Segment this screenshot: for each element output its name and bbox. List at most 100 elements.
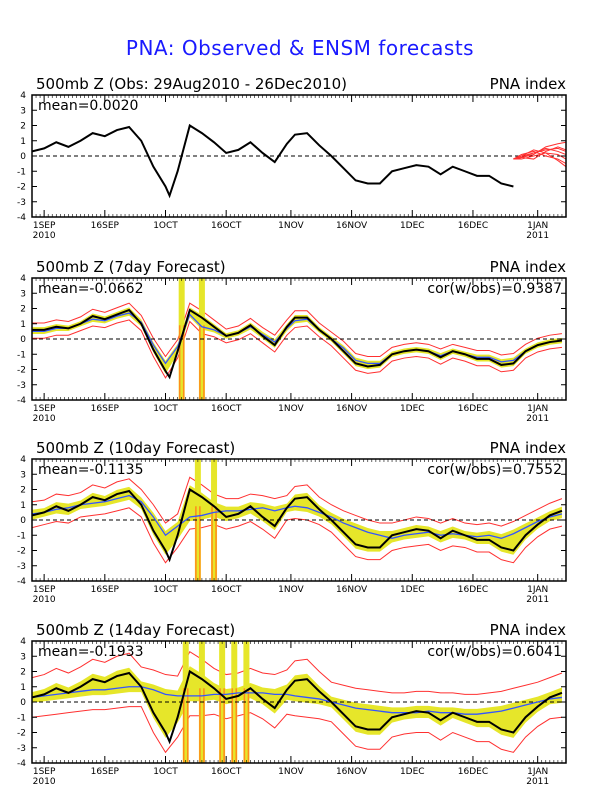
x-tick-label: 16NOV xyxy=(336,585,368,595)
x-tick-label: 1SEP xyxy=(33,767,56,777)
x-tick-label: 16OCT xyxy=(211,767,242,777)
x-tick-sublabel: 2010 xyxy=(33,414,56,424)
missing-spike-fill xyxy=(182,641,189,763)
y-tick-label: 1 xyxy=(20,501,26,511)
mean-label: mean=0.0020 xyxy=(38,98,138,114)
x-tick-label: 1SEP xyxy=(33,585,56,595)
y-tick-label: -4 xyxy=(17,577,26,587)
x-tick-label: 1DEC xyxy=(400,585,425,595)
x-tick-label: 1JAN xyxy=(527,585,548,595)
x-tick-label: 16DEC xyxy=(458,221,488,231)
ensemble-max-line xyxy=(32,302,563,358)
panel-title-left: 500mb Z (14day Forecast) xyxy=(36,621,235,639)
panel-title-left: 500mb Z (Obs: 29Aug2010 - 26Dec2010) xyxy=(36,75,347,93)
correlation-label: cor(w/obs)=0.9387 xyxy=(427,281,562,297)
panel-2: 500mb Z (10day Forecast) PNA index -4 -3 -2 -… xyxy=(17,439,567,605)
observed-line xyxy=(32,308,563,380)
y-tick-label: 2 xyxy=(20,122,26,132)
x-tick-label: 1SEP xyxy=(33,221,56,231)
missing-spike-fill xyxy=(194,459,201,581)
x-tick-label: 1DEC xyxy=(400,221,425,231)
y-tick-label: -4 xyxy=(17,396,26,406)
correlation-label: cor(w/obs)=0.7552 xyxy=(427,462,562,478)
y-tick-label: -3 xyxy=(17,198,26,208)
x-tick-label: 1OCT xyxy=(153,404,178,414)
y-tick-label: -3 xyxy=(17,381,26,391)
y-tick-label: -1 xyxy=(17,167,26,177)
panel-title-right: PNA index xyxy=(490,258,566,276)
plot-area xyxy=(32,459,566,581)
missing-spike-fill xyxy=(243,641,250,763)
y-tick-label: -4 xyxy=(17,213,26,223)
ensemble-mean-line xyxy=(32,494,563,539)
missing-spike-fill xyxy=(231,641,238,763)
figure-title: PNA: Observed & ENSM forecasts xyxy=(125,36,475,60)
plot-area xyxy=(32,278,566,400)
x-tick-label: 16SEP xyxy=(91,585,120,595)
x-tick-label: 1JAN xyxy=(527,404,548,414)
x-tick-label: 1OCT xyxy=(153,585,178,595)
x-tick-label: 1OCT xyxy=(153,767,178,777)
correlation-label: cor(w/obs)=0.6041 xyxy=(427,644,562,660)
x-tick-sublabel: 2010 xyxy=(33,777,56,787)
y-tick-label: 4 xyxy=(20,274,26,284)
mean-label: mean=-0.1135 xyxy=(38,462,143,478)
panel-title-right: PNA index xyxy=(490,75,566,93)
x-tick-label: 1NOV xyxy=(278,404,304,414)
y-tick-label: -1 xyxy=(17,350,26,360)
forecast-member-line xyxy=(513,149,566,168)
x-tick-label: 16OCT xyxy=(211,404,242,414)
ensemble-mean-line xyxy=(32,686,563,715)
x-tick-label: 1DEC xyxy=(400,767,425,777)
y-tick-label: -2 xyxy=(17,183,26,193)
x-tick-sublabel: 2011 xyxy=(526,595,549,605)
y-tick-label: -2 xyxy=(17,547,26,557)
forecast-member-line xyxy=(513,147,566,160)
y-tick-label: 4 xyxy=(20,91,26,101)
x-tick-label: 1NOV xyxy=(278,221,304,231)
y-tick-label: 3 xyxy=(20,106,26,116)
ensemble-max-line xyxy=(32,476,563,527)
x-tick-label: 1DEC xyxy=(400,404,425,414)
y-tick-label: 2 xyxy=(20,486,26,496)
y-tick-label: 4 xyxy=(20,455,26,465)
x-tick-sublabel: 2011 xyxy=(526,231,549,241)
x-tick-label: 16DEC xyxy=(458,767,488,777)
x-tick-label: 16DEC xyxy=(458,585,488,595)
y-tick-label: -1 xyxy=(17,531,26,541)
spread-band xyxy=(32,666,562,738)
x-tick-sublabel: 2010 xyxy=(33,595,56,605)
plot-area xyxy=(32,123,566,199)
y-tick-label: 0 xyxy=(20,698,26,708)
ensemble-min-line xyxy=(32,319,563,379)
y-tick-label: -1 xyxy=(17,713,26,723)
y-tick-label: 0 xyxy=(20,516,26,526)
x-tick-label: 16SEP xyxy=(91,767,120,777)
x-tick-label: 1OCT xyxy=(153,221,178,231)
y-tick-label: 0 xyxy=(20,335,26,345)
y-tick-label: 3 xyxy=(20,652,26,662)
panel-3: 500mb Z (14day Forecast) PNA index -4 -3 -2 -… xyxy=(17,621,567,787)
x-tick-label: 1NOV xyxy=(278,585,304,595)
observed-line xyxy=(32,669,563,745)
y-tick-label: -2 xyxy=(17,729,26,739)
x-tick-label: 16SEP xyxy=(91,404,120,414)
x-tick-label: 16OCT xyxy=(211,221,242,231)
y-tick-label: -3 xyxy=(17,562,26,572)
spread-band xyxy=(32,485,562,555)
x-tick-label: 1SEP xyxy=(33,404,56,414)
x-tick-label: 16NOV xyxy=(336,767,368,777)
y-tick-label: 0 xyxy=(20,152,26,162)
y-tick-label: -4 xyxy=(17,759,26,769)
y-tick-label: 1 xyxy=(20,320,26,330)
panel-title-left: 500mb Z (10day Forecast) xyxy=(36,439,235,457)
observed-line xyxy=(32,487,563,563)
y-tick-label: 2 xyxy=(20,305,26,315)
x-tick-sublabel: 2011 xyxy=(526,777,549,787)
panel-1: 500mb Z (7day Forecast) PNA index -4 -3 -2 -1… xyxy=(17,258,567,424)
x-tick-label: 1JAN xyxy=(527,221,548,231)
ensemble-min-line xyxy=(32,706,563,754)
y-tick-label: 2 xyxy=(20,668,26,678)
x-tick-label: 16SEP xyxy=(91,221,120,231)
